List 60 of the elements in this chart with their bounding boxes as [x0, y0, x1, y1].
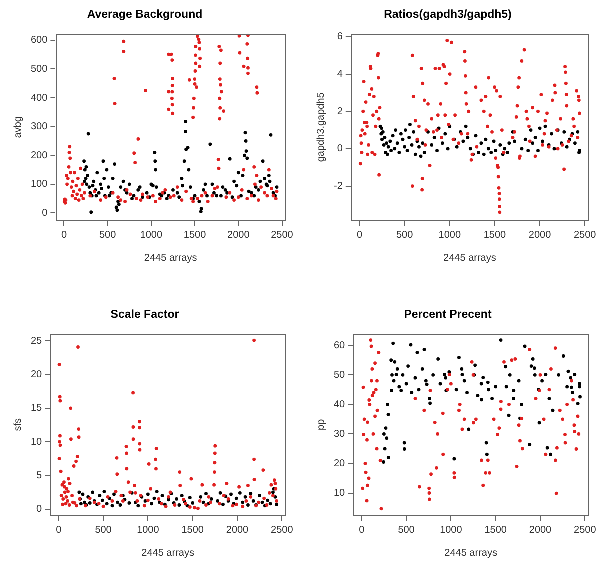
y-tick-label: 50 — [334, 370, 346, 381]
x-tick-label: 500 — [396, 230, 414, 241]
y-tick-label: -2 — [334, 181, 344, 192]
x-tick-label: 0 — [359, 524, 366, 536]
y-tick-label: 400 — [30, 92, 48, 104]
y-tick-label: 100 — [30, 179, 48, 190]
x-axis-title: 2445 arrays — [444, 252, 496, 264]
y-tick-label: 60 — [334, 340, 346, 352]
x-tick-label: 1000 — [137, 524, 160, 536]
y-tick-label: 10 — [31, 436, 43, 448]
y-tick-label: 4 — [337, 69, 344, 80]
x-tick-label: 500 — [95, 524, 112, 536]
x-tick-label: 1000 — [440, 524, 463, 536]
y-tick-label: 30 — [334, 428, 346, 440]
y-tick-label: 25 — [31, 336, 43, 347]
x-axis-title: 2445 arrays — [444, 548, 498, 559]
y-tick-label: 10 — [334, 488, 346, 500]
x-tick-label: 1500 — [182, 524, 204, 536]
x-tick-label: 2000 — [528, 230, 552, 241]
x-tick-label: 2500 — [271, 230, 294, 241]
x-tick-label: 1500 — [484, 230, 507, 241]
x-tick-label: 1000 — [438, 230, 462, 241]
y-axis-title: gapdh3.gapdh5 — [316, 92, 327, 162]
y-tick-label: 0 — [36, 504, 43, 516]
y-tick-label: 500 — [30, 64, 48, 75]
x-tick-label: 0 — [356, 230, 363, 241]
y-tick-label: 300 — [30, 122, 48, 133]
y-axis-title: pp — [316, 418, 327, 430]
chart-title: Percent Precent — [404, 309, 492, 322]
x-tick-label: 2000 — [226, 524, 250, 536]
x-tick-label: 2000 — [529, 524, 552, 536]
chart-title: Ratios(gapdh3/gapdh5) — [384, 9, 512, 22]
x-axis-title: 2445 arrays — [144, 252, 198, 264]
x-tick-label: 500 — [99, 230, 117, 241]
y-tick-label: 40 — [334, 399, 346, 410]
x-tick-label: 1000 — [140, 230, 163, 241]
chart-title: Scale Factor — [110, 309, 180, 322]
x-tick-label: 2000 — [228, 230, 250, 241]
y-tick-label: 6 — [337, 32, 344, 43]
x-tick-label: 0 — [61, 230, 68, 241]
y-tick-label: 20 — [334, 458, 346, 470]
y-tick-label: 15 — [31, 403, 43, 414]
y-tick-label: 600 — [30, 35, 48, 46]
y-axis-title: avbg — [12, 116, 24, 138]
y-tick-label: 0 — [42, 208, 48, 219]
y-tick-label: 20 — [31, 370, 43, 381]
x-tick-label: 1500 — [484, 524, 508, 536]
y-tick-label: 5 — [36, 470, 43, 482]
x-tick-label: 2500 — [574, 524, 597, 536]
chart-title: Average Background — [87, 9, 203, 22]
x-tick-label: 2500 — [574, 230, 597, 241]
x-tick-label: 1500 — [184, 230, 207, 241]
y-tick-label: 2 — [337, 106, 344, 118]
x-tick-label: 0 — [56, 524, 62, 536]
x-tick-label: 2500 — [271, 524, 294, 536]
x-axis-title: 2445 arrays — [142, 548, 194, 559]
y-tick-label: 0 — [337, 144, 344, 155]
y-tick-label: 200 — [30, 150, 48, 162]
x-tick-label: 500 — [398, 524, 416, 536]
y-axis-title: sfs — [12, 418, 24, 432]
